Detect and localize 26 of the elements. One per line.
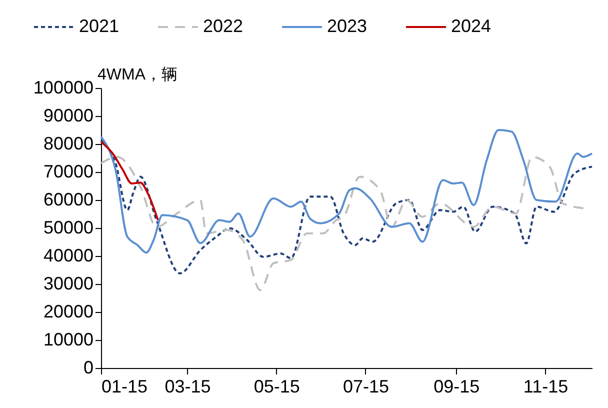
line-series: [100, 140, 159, 222]
y-tick-label: 20000: [43, 302, 94, 322]
y-tick-label: 0: [83, 358, 94, 378]
y-tick-label: 90000: [43, 106, 94, 126]
y-tick-label: 40000: [43, 246, 94, 266]
legend-label: 2023: [327, 16, 368, 36]
x-tick-label: 01-15: [102, 376, 148, 396]
legend-label: 2024: [451, 16, 492, 36]
y-tick-label: 60000: [43, 190, 94, 210]
y-axis-title: 4WMA，辆: [98, 66, 178, 84]
y-tick-label: 50000: [43, 218, 94, 238]
y-tick-label: 30000: [43, 274, 94, 294]
x-tick-label: 03-15: [164, 376, 211, 396]
x-tick-label: 05-15: [254, 376, 300, 396]
y-tick-label: 100000: [33, 78, 94, 98]
x-tick-label: 11-15: [523, 376, 568, 396]
line-series: [100, 156, 586, 292]
y-tick-label: 80000: [43, 134, 94, 154]
legend-label: 2021: [79, 16, 120, 36]
x-tick-label: 07-15: [342, 376, 390, 396]
line-series: [100, 139, 593, 274]
y-tick-label: 70000: [43, 162, 94, 182]
x-tick-label: 09-15: [434, 376, 480, 396]
line-series: [100, 129, 593, 254]
legend-label: 2022: [203, 16, 244, 36]
y-tick-label: 10000: [43, 330, 94, 350]
